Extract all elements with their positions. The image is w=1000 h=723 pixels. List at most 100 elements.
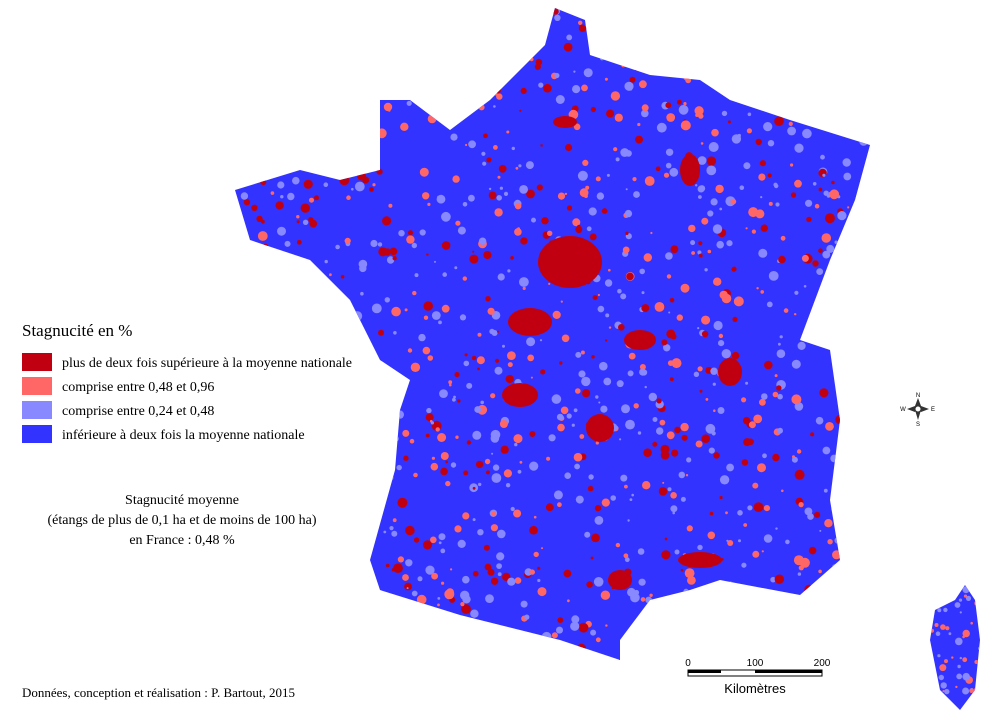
map-patch bbox=[277, 318, 283, 324]
map-patch bbox=[556, 626, 563, 634]
map-patch bbox=[847, 277, 855, 285]
map-patch bbox=[495, 55, 500, 60]
map-patch bbox=[743, 523, 748, 527]
map-patch bbox=[594, 504, 602, 512]
map-patch bbox=[590, 629, 597, 636]
map-patch bbox=[378, 329, 384, 336]
map-patch bbox=[604, 279, 613, 287]
map-patch bbox=[770, 576, 776, 583]
map-patch bbox=[300, 495, 306, 501]
map-patch bbox=[387, 623, 395, 631]
map-patch bbox=[731, 351, 740, 360]
map-patch bbox=[256, 159, 262, 165]
map-patch bbox=[366, 104, 370, 108]
map-patch bbox=[260, 179, 267, 186]
map-patch bbox=[413, 537, 420, 543]
map-patch bbox=[588, 207, 597, 216]
map-patch bbox=[403, 455, 409, 461]
map-patch bbox=[866, 303, 870, 312]
scale-unit: Kilomètres bbox=[724, 681, 786, 696]
map-patch bbox=[303, 330, 307, 333]
map-patch bbox=[237, 649, 241, 654]
map-patch bbox=[326, 341, 334, 349]
map-patch bbox=[776, 349, 786, 359]
map-patch bbox=[572, 85, 581, 94]
map-patch bbox=[751, 83, 758, 90]
map-patch bbox=[595, 176, 601, 182]
map-patch bbox=[533, 551, 539, 558]
map-patch bbox=[457, 539, 466, 549]
map-patch bbox=[560, 406, 569, 415]
map-patch bbox=[838, 406, 844, 411]
map-patch bbox=[537, 566, 541, 570]
map-patch bbox=[317, 562, 322, 567]
map-patch bbox=[235, 613, 240, 620]
map-patch bbox=[387, 448, 392, 453]
map-patch bbox=[753, 612, 757, 616]
map-patch bbox=[824, 213, 835, 224]
map-patch bbox=[511, 146, 515, 151]
map-patch bbox=[359, 264, 367, 273]
map-patch bbox=[288, 590, 294, 597]
map-patch bbox=[526, 189, 535, 199]
map-patch bbox=[828, 609, 833, 614]
map-patch bbox=[299, 303, 303, 307]
map-patch bbox=[839, 497, 847, 505]
map-patch bbox=[314, 317, 324, 327]
map-patch bbox=[402, 574, 409, 581]
map-patch bbox=[815, 416, 824, 425]
map-patch bbox=[387, 412, 395, 419]
map-patch bbox=[307, 47, 311, 51]
map-patch bbox=[726, 624, 736, 634]
map-patch bbox=[246, 73, 256, 83]
map-patch bbox=[685, 77, 692, 84]
map-patch bbox=[496, 9, 500, 13]
map-patch bbox=[957, 664, 961, 669]
map-patch bbox=[496, 563, 502, 569]
map-patch bbox=[742, 416, 751, 425]
map-patch bbox=[678, 104, 689, 115]
map-patch bbox=[464, 10, 467, 13]
map-patch bbox=[432, 22, 439, 29]
map-patch bbox=[663, 172, 670, 178]
map-patch bbox=[741, 562, 747, 568]
map-patch bbox=[563, 42, 573, 52]
map-patch bbox=[259, 617, 265, 623]
map-patch bbox=[389, 526, 394, 531]
map-patch bbox=[256, 410, 262, 416]
map-patch bbox=[871, 654, 878, 661]
map-patch bbox=[783, 308, 789, 313]
map-patch bbox=[300, 643, 310, 653]
map-patch bbox=[247, 174, 252, 178]
map-patch bbox=[719, 495, 723, 500]
map-patch bbox=[791, 359, 801, 369]
map-patch bbox=[564, 472, 571, 480]
map-patch bbox=[954, 602, 961, 608]
map-patch bbox=[644, 385, 647, 389]
map-patch bbox=[533, 515, 537, 519]
map-patch bbox=[788, 121, 793, 126]
map-patch bbox=[935, 631, 941, 636]
map-patch bbox=[242, 89, 248, 95]
map-patch bbox=[575, 388, 581, 394]
map-patch bbox=[457, 69, 460, 72]
map-patch bbox=[794, 143, 804, 153]
map-patch bbox=[441, 581, 445, 585]
map-patch bbox=[615, 157, 620, 162]
map-patch bbox=[490, 393, 496, 399]
map-patch bbox=[541, 631, 552, 642]
map-patch bbox=[864, 369, 870, 375]
map-patch bbox=[245, 401, 250, 406]
map-patch bbox=[306, 140, 313, 148]
map-patch bbox=[745, 227, 748, 230]
map-patch bbox=[455, 435, 459, 439]
map-patch bbox=[520, 600, 528, 608]
map-patch bbox=[326, 321, 335, 330]
map-patch bbox=[425, 433, 430, 438]
map-patch bbox=[799, 93, 803, 98]
map-patch bbox=[570, 621, 580, 631]
map-patch bbox=[979, 606, 980, 610]
map-patch bbox=[760, 47, 768, 55]
map-patch bbox=[400, 122, 409, 131]
map-patch bbox=[785, 539, 790, 545]
